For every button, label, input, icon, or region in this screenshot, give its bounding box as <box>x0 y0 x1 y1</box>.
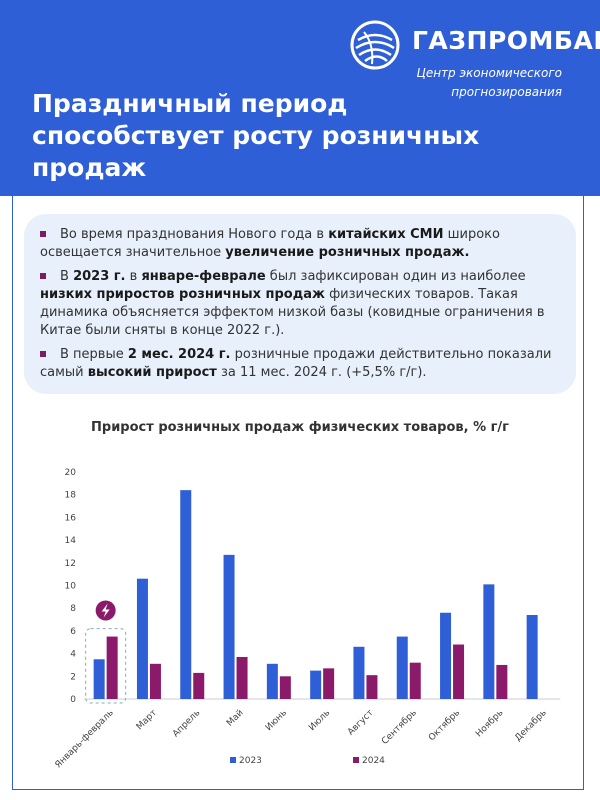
brand-name: ГАЗПРОМБАНК <box>412 26 600 55</box>
bullet-text: розничные продажи действительно показали… <box>40 347 552 380</box>
bar-2023-6 <box>353 646 365 699</box>
bullet-text: за 11 мес. 2024 г. (+5,5% г/г). <box>216 365 427 380</box>
bullet-emphasis-text: высокий прирост <box>87 365 217 380</box>
x-tick-label: Октябрь <box>427 708 462 743</box>
bullet-emphasis-text: 2 мес. 2024 г. <box>127 347 231 362</box>
tagline-line-2: прогнозирования <box>451 85 562 99</box>
bullet-emphasis-text: китайских СМИ <box>328 227 444 242</box>
x-tick-label: Сентябрь <box>380 708 419 747</box>
y-tick-label: 16 <box>65 513 77 523</box>
y-tick-label: 20 <box>65 468 77 478</box>
bullet-text: широко освещается значительное <box>40 227 500 260</box>
key-points-box: Во время празднования Нового года в кита… <box>24 214 576 394</box>
bullet-text: в <box>125 269 142 284</box>
bar-2024-7 <box>409 662 421 699</box>
legend-label: 2023 <box>239 756 262 766</box>
bullet-emphasis-text: 2023 г. <box>73 269 126 284</box>
y-tick-label: 6 <box>70 627 76 637</box>
bar-2023-2 <box>180 490 192 699</box>
bar-2023-4 <box>266 663 278 699</box>
bar-2023-9 <box>483 584 495 699</box>
x-tick-label: Декабрь <box>513 708 548 743</box>
brand-tagline: Центр экономического прогнозирования <box>392 64 563 102</box>
bullet-point: В первые 2 мес. 2024 г. розничные продаж… <box>40 346 560 382</box>
x-tick-label: Июнь <box>264 708 289 733</box>
header-banner: ГАЗПРОМБАНК Центр экономического прогноз… <box>0 0 600 196</box>
bullet-emphasis-text: увеличение розничных продаж. <box>225 245 470 260</box>
title-line-2: способствует росту розничных <box>32 121 480 150</box>
bullet-text: В <box>60 269 74 284</box>
bullet-text: физических товаров. Такая динамика объяс… <box>40 287 545 338</box>
bar-2024-5 <box>323 668 335 699</box>
bar-2023-1 <box>136 578 148 699</box>
title-line-3: продаж <box>32 153 147 182</box>
x-tick-label: Март <box>135 708 159 732</box>
bar-2024-2 <box>193 672 205 699</box>
y-tick-label: 10 <box>65 582 77 592</box>
bullet-emphasis-text: низких приростов розничных продаж <box>40 287 325 302</box>
page-title: Праздничный период способствует росту ро… <box>32 88 552 184</box>
y-tick-label: 8 <box>70 604 76 614</box>
bar-2024-1 <box>149 663 161 699</box>
bullet-emphasis-text: январе-феврале <box>141 269 266 284</box>
bar-2024-0 <box>106 636 118 699</box>
bar-2023-8 <box>440 612 452 699</box>
legend-swatch <box>230 757 236 763</box>
y-tick-label: 2 <box>70 672 76 682</box>
bullet-square-icon <box>40 272 46 279</box>
x-tick-label: Июль <box>307 708 332 733</box>
bullet-text: был зафиксирован один из наиболее <box>265 269 526 284</box>
y-tick-label: 4 <box>70 650 76 660</box>
bullet-text: В первые <box>60 347 128 362</box>
bullet-square-icon <box>40 350 46 357</box>
bullet-point: Во время празднования Нового года в кита… <box>40 226 560 262</box>
x-tick-label: Август <box>346 708 375 737</box>
tagline-line-1: Центр экономического <box>416 66 563 80</box>
bar-2024-6 <box>366 675 378 699</box>
bullet-square-icon <box>40 230 46 237</box>
bullet-text: Во время празднования Нового года в <box>60 227 329 242</box>
bar-2024-9 <box>496 664 508 699</box>
lightning-bolt-icon <box>101 603 110 618</box>
y-tick-label: 18 <box>65 491 77 501</box>
gazprombank-globe-logo-icon <box>350 20 400 70</box>
bar-2023-3 <box>223 554 235 699</box>
title-line-1: Праздничный период <box>32 89 348 118</box>
y-tick-label: 0 <box>70 695 76 705</box>
chart-title: Прирост розничных продаж физических това… <box>91 420 509 435</box>
legend-swatch <box>353 757 359 763</box>
legend-label: 2024 <box>362 756 385 766</box>
bar-2024-4 <box>279 676 291 699</box>
content-frame <box>12 196 584 790</box>
y-tick-label: 14 <box>65 536 77 546</box>
x-tick-label: Январь-февраль <box>54 708 116 770</box>
bar-2023-7 <box>396 636 408 699</box>
bar-2024-8 <box>453 644 465 699</box>
bullet-point: В 2023 г. в январе-феврале был зафиксиро… <box>40 268 560 340</box>
bar-2024-3 <box>236 657 248 699</box>
bar-2023-10 <box>526 615 538 699</box>
x-tick-label: Апрель <box>171 708 202 739</box>
y-tick-label: 12 <box>65 559 76 569</box>
x-tick-label: Май <box>225 708 246 729</box>
bar-2023-0 <box>93 659 105 699</box>
x-tick-label: Ноябрь <box>474 708 505 739</box>
bar-2023-5 <box>310 670 322 699</box>
highlight-box <box>85 628 127 704</box>
